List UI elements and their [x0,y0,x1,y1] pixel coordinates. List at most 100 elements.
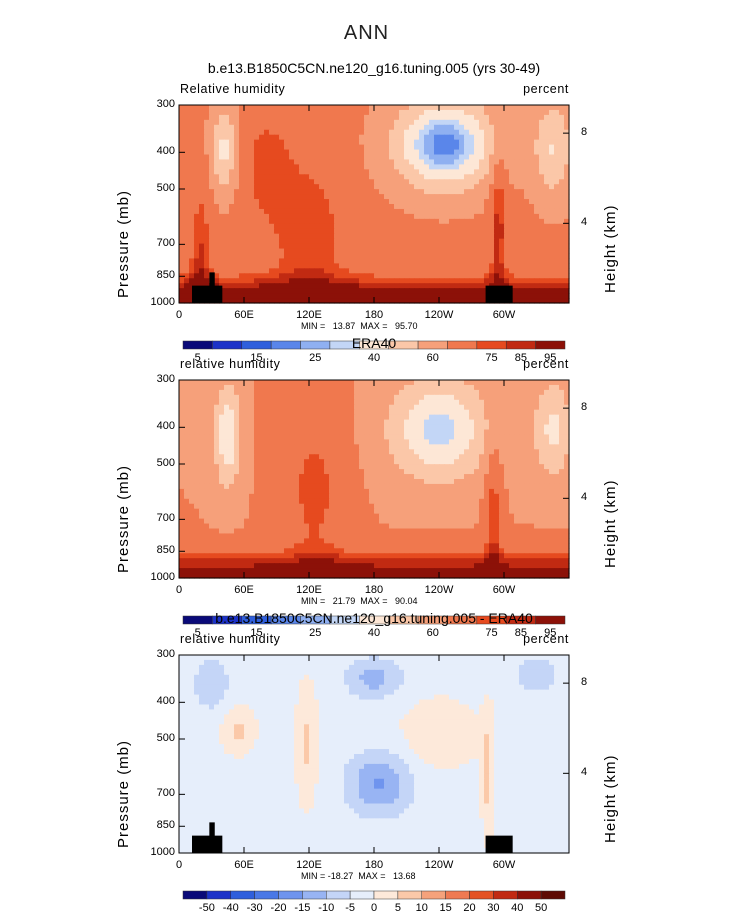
contour-cell [409,395,415,401]
contour-cell [534,164,540,170]
contour-cell [229,199,235,205]
contour-cell [199,479,205,485]
contour-cell [339,263,345,269]
contour-cell [229,454,235,460]
contour-cell [419,474,425,480]
contour-cell [559,229,565,235]
contour-cell [334,258,340,264]
contour-cell [559,400,565,406]
contour-cell [379,449,385,455]
contour-cell [439,454,445,460]
contour-cell [399,174,405,180]
contour-cell [459,125,465,131]
contour-cell [399,273,405,279]
contour-cell [254,105,260,111]
contour-cell [314,263,320,269]
contour-cell [544,125,550,131]
contour-cell [219,454,225,460]
contour-cell [459,159,465,165]
contour-cell [254,258,260,264]
contour-cell [489,395,495,401]
contour-cell [284,150,290,156]
contour-cell [259,430,265,436]
contour-cell [229,244,235,250]
contour-cell [439,140,445,146]
contour-cell [234,415,240,421]
contour-cell [504,415,510,421]
contour-cell [384,169,390,175]
contour-cell [384,115,390,121]
contour-cell [219,199,225,205]
contour-cell [179,283,185,289]
contour-cell [294,405,300,411]
contour-cell [424,224,430,230]
contour-cell [334,219,340,225]
contour-cell [359,239,365,245]
contour-cell [559,454,565,460]
contour-cell [459,459,465,465]
contour-cell [324,439,330,445]
contour-cell [559,415,565,421]
contour-cell [374,155,380,161]
contour-cell [479,184,485,190]
contour-cell [454,120,460,126]
contour-cell [364,258,370,264]
contour-cell [419,439,425,445]
contour-cell [274,474,280,480]
contour-cell [509,474,515,480]
contour-cell [474,199,480,205]
contour-cell [429,410,435,416]
contour-cell [519,189,525,195]
contour-cell [229,189,235,195]
contour-cell [234,494,240,500]
contour-cell [424,459,430,465]
contour-cell [429,155,435,161]
contour-cell [264,459,270,465]
contour-cell [249,283,255,289]
contour-cell [334,430,340,436]
contour-cell [399,479,405,485]
contour-cell [489,454,495,460]
contour-cell [539,385,545,391]
contour-cell [439,449,445,455]
contour-cell [539,135,545,141]
contour-cell [464,229,470,235]
contour-cell [214,150,220,156]
contour-cell [334,273,340,279]
contour-cell [349,135,355,141]
contour-cell [334,263,340,269]
contour-cell [299,169,305,175]
contour-cell [344,150,350,156]
contour-cell [444,405,450,411]
contour-cell [219,229,225,235]
contour-cell [459,169,465,175]
contour-cell [379,120,385,126]
contour-cell [329,159,335,165]
contour-cell [389,385,395,391]
contour-cell [384,489,390,495]
contour-cell [324,244,330,250]
contour-cell [479,459,485,465]
contour-cell [349,390,355,396]
contour-cell [279,283,285,289]
contour-cell [219,120,225,126]
contour-cell [504,150,510,156]
contour-cell [534,293,540,299]
contour-cell [369,135,375,141]
contour-cell [449,385,455,391]
contour-cell [449,219,455,225]
contour-cell [549,164,555,170]
contour-cell [494,278,500,284]
contour-cell [474,390,480,396]
contour-cell [219,469,225,475]
contour-cell [479,263,485,269]
contour-cell [334,229,340,235]
contour-cell [559,110,565,116]
contour-cell [369,258,375,264]
contour-cell [539,474,545,480]
contour-cell [189,484,195,490]
contour-cell [184,444,190,450]
contour-cell [404,390,410,396]
contour-cell [274,288,280,294]
contour-cell [524,184,530,190]
